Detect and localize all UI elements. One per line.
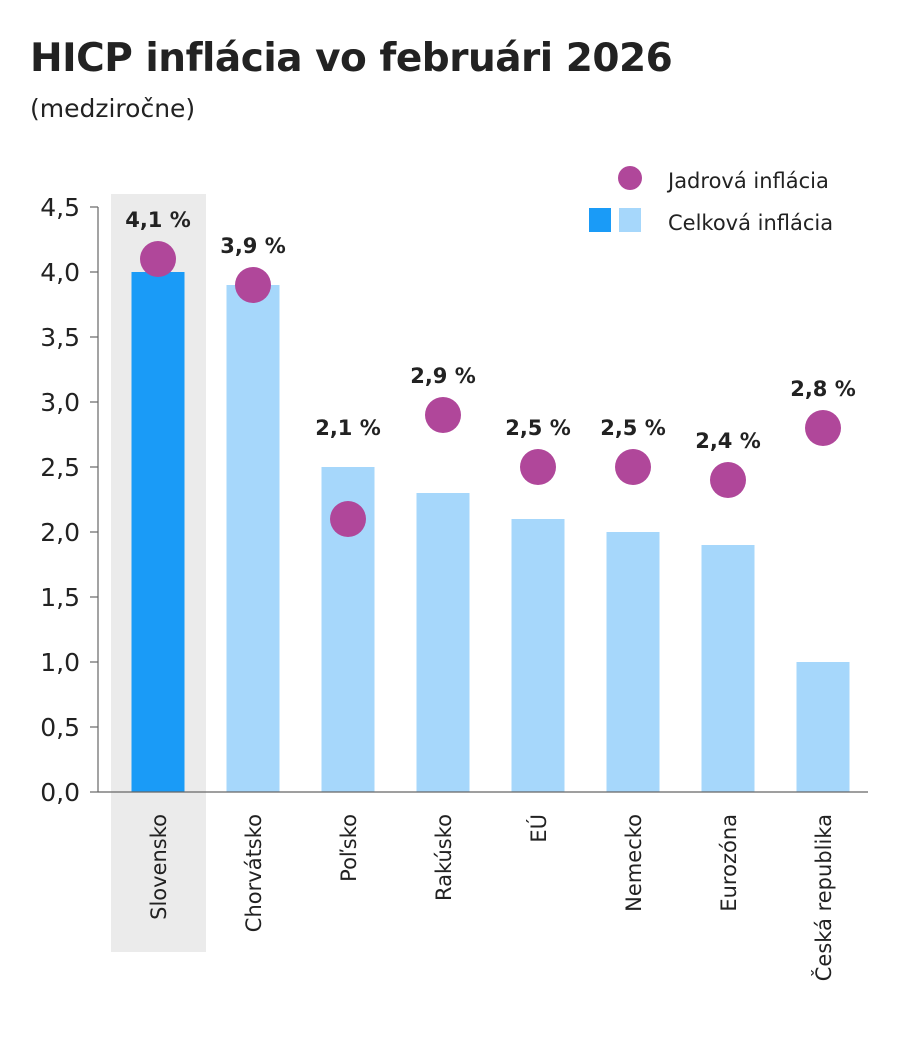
y-tick-label: 3,5 — [40, 323, 80, 352]
bar-eurozóna — [701, 545, 755, 792]
data-label: 2,8 % — [790, 377, 856, 401]
data-label: 4,1 % — [125, 208, 191, 232]
data-label: 2,1 % — [315, 416, 381, 440]
dot-slovensko — [140, 241, 176, 277]
bar-rakúsko — [416, 493, 470, 792]
legend-label: Jadrová inflácia — [666, 169, 829, 193]
x-tick-label: Eurozóna — [717, 814, 741, 912]
y-tick-label: 1,5 — [40, 583, 80, 612]
x-tick-label: Poľsko — [337, 814, 361, 882]
data-label: 2,5 % — [505, 416, 571, 440]
data-label: 2,4 % — [695, 429, 761, 453]
legend-swatch-celkova-highlight — [589, 208, 611, 232]
y-tick-label: 1,0 — [40, 648, 80, 677]
dot-poľsko — [330, 501, 366, 537]
dot-rakúsko — [425, 397, 461, 433]
y-tick-label: 4,5 — [40, 193, 80, 222]
dot-chorvátsko — [235, 267, 271, 303]
y-tick-label: 0,0 — [40, 778, 80, 807]
dot-eurozóna — [710, 462, 746, 498]
bar-česká-republika — [796, 662, 850, 792]
data-label: 3,9 % — [220, 234, 286, 258]
x-tick-label: EÚ — [526, 814, 551, 843]
legend-swatch-jadrova — [618, 166, 642, 190]
bar-eú — [511, 519, 565, 792]
bar-nemecko — [606, 532, 660, 792]
bar-slovensko — [131, 272, 185, 792]
dot-nemecko — [615, 449, 651, 485]
chart-subtitle: (medziročne) — [30, 94, 196, 123]
bar-chorvátsko — [226, 285, 280, 792]
y-tick-label: 2,0 — [40, 518, 80, 547]
x-tick-label: Slovensko — [147, 814, 171, 920]
y-tick-label: 0,5 — [40, 713, 80, 742]
x-tick-label: Rakúsko — [432, 814, 456, 901]
legend-swatch-celkova — [619, 208, 641, 232]
x-tick-label: Česká republika — [811, 814, 836, 981]
x-tick-label: Chorvátsko — [242, 814, 266, 932]
dot-česká-republika — [805, 410, 841, 446]
data-label: 2,9 % — [410, 364, 476, 388]
chart-title: HICP inflácia vo februári 2026 — [30, 36, 673, 81]
y-tick-label: 4,0 — [40, 258, 80, 287]
dot-eú — [520, 449, 556, 485]
y-tick-label: 2,5 — [40, 453, 80, 482]
data-label: 2,5 % — [600, 416, 666, 440]
x-tick-label: Nemecko — [622, 814, 646, 912]
y-tick-label: 3,0 — [40, 388, 80, 417]
legend-label: Celková inflácia — [668, 211, 833, 235]
